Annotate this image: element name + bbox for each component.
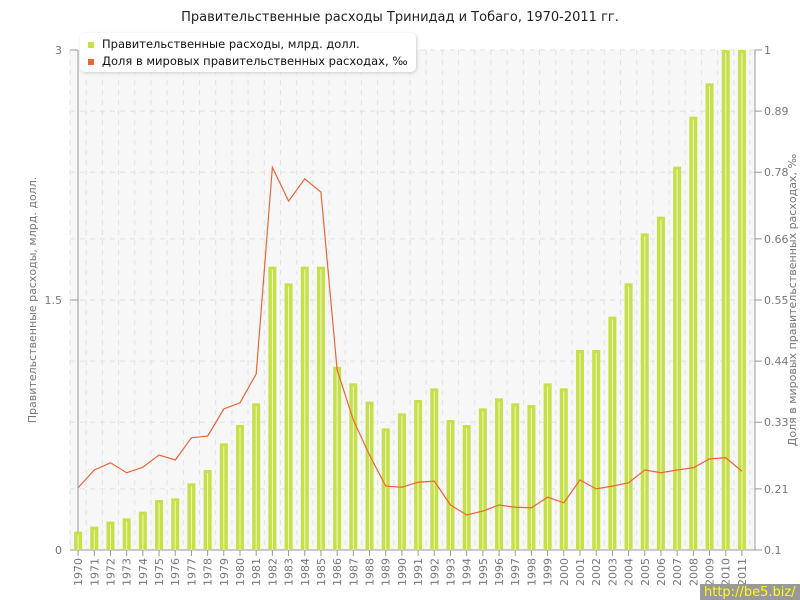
x-tick-label: 1974 bbox=[137, 558, 150, 586]
x-tick-label: 1979 bbox=[218, 558, 231, 586]
x-tick-label: 1982 bbox=[266, 558, 279, 586]
y2-tick-label: 0.89 bbox=[764, 105, 789, 118]
x-tick-label: 1987 bbox=[347, 558, 360, 586]
x-tick-label: 2004 bbox=[623, 558, 636, 586]
x-tick-label: 1989 bbox=[380, 558, 393, 586]
y2-tick-label: 1 bbox=[764, 44, 771, 57]
x-tick-label: 2010 bbox=[720, 558, 733, 586]
x-tick-label: 2007 bbox=[671, 558, 684, 586]
x-tick-label: 1978 bbox=[202, 558, 215, 586]
x-tick-label: 1994 bbox=[461, 558, 474, 586]
x-tick-label: 1983 bbox=[283, 558, 296, 586]
legend-label: Доля в мировых правительственных расхода… bbox=[102, 54, 408, 68]
x-tick-label: 2008 bbox=[687, 558, 700, 586]
x-tick-label: 1990 bbox=[396, 558, 409, 586]
x-tick-label: 1998 bbox=[525, 558, 538, 586]
y-axis-label: Правительственные расходы, млрд. долл. bbox=[26, 177, 39, 423]
x-tick-label: 1991 bbox=[412, 558, 425, 586]
x-tick-label: 2009 bbox=[704, 558, 717, 586]
chart-title: Правительственные расходы Тринидад и Тоб… bbox=[181, 10, 619, 25]
y2-tick-label: 0.78 bbox=[764, 166, 789, 179]
x-tick-label: 1986 bbox=[331, 558, 344, 586]
x-tick-label: 1970 bbox=[72, 558, 85, 586]
x-tick-label: 1993 bbox=[444, 558, 457, 586]
x-tick-label: 1976 bbox=[169, 558, 182, 586]
watermark-link[interactable]: http://be5.biz/ bbox=[700, 584, 800, 600]
legend-item-share: Доля в мировых правительственных расхода… bbox=[88, 53, 408, 70]
x-tick-label: 1996 bbox=[493, 558, 506, 586]
x-tick-label: 1972 bbox=[104, 558, 117, 586]
y2-tick-label: 0.55 bbox=[764, 294, 789, 307]
y2-tick-label: 0.66 bbox=[764, 233, 789, 246]
x-tick-label: 2005 bbox=[639, 558, 652, 586]
legend-swatch bbox=[88, 58, 94, 65]
x-tick-label: 1995 bbox=[477, 558, 490, 586]
x-tick-label: 2001 bbox=[574, 558, 587, 586]
y2-tick-label: 0.21 bbox=[764, 483, 789, 496]
x-tick-label: 2000 bbox=[558, 558, 571, 586]
x-tick-label: 1981 bbox=[250, 558, 263, 586]
x-tick-label: 2006 bbox=[655, 558, 668, 586]
x-tick-label: 1984 bbox=[299, 558, 312, 586]
x-tick-label: 1977 bbox=[185, 558, 198, 586]
y-tick-label: 0 bbox=[55, 544, 62, 557]
y-tick-label: 3 bbox=[55, 44, 62, 57]
x-tick-label: 2002 bbox=[590, 558, 603, 586]
x-tick-label: 1992 bbox=[428, 558, 441, 586]
y2-axis-label: Доля в мировых правительственных расхода… bbox=[786, 154, 799, 447]
y2-tick-label: 0.33 bbox=[764, 416, 789, 429]
x-tick-label: 1988 bbox=[364, 558, 377, 586]
x-tick-label: 1980 bbox=[234, 558, 247, 586]
x-tick-label: 1999 bbox=[542, 558, 555, 586]
x-tick-label: 2003 bbox=[606, 558, 619, 586]
y-tick-label: 1.5 bbox=[45, 294, 63, 307]
y2-tick-label: 0.44 bbox=[764, 355, 789, 368]
legend-label: Правительственные расходы, млрд. долл. bbox=[102, 37, 360, 51]
x-tick-label: 1975 bbox=[153, 558, 166, 586]
legend-swatch bbox=[88, 41, 94, 48]
x-tick-label: 1971 bbox=[88, 558, 101, 586]
y2-tick-label: 0.1 bbox=[764, 544, 782, 557]
legend-item-spending: Правительственные расходы, млрд. долл. bbox=[88, 36, 408, 53]
x-tick-label: 2011 bbox=[736, 558, 749, 586]
x-tick-label: 1985 bbox=[315, 558, 328, 586]
share-line bbox=[77, 164, 743, 516]
x-tick-label: 1997 bbox=[509, 558, 522, 586]
legend: Правительственные расходы, млрд. долл. Д… bbox=[80, 33, 416, 72]
x-tick-label: 1973 bbox=[121, 558, 134, 586]
